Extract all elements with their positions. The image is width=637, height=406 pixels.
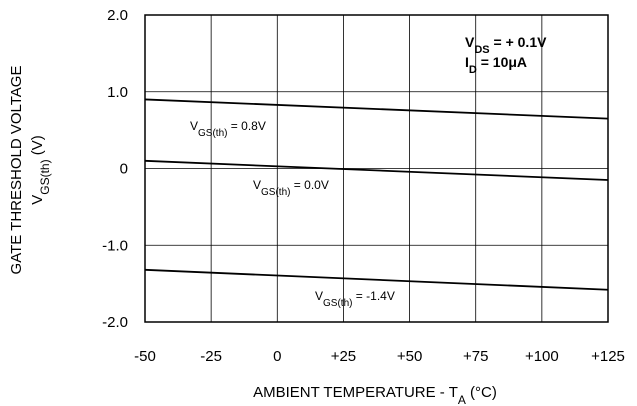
- y-axis-title-line2: VGS(th) (V): [29, 135, 52, 205]
- x-tick-label: +100: [525, 348, 559, 365]
- x-tick-label: +50: [397, 348, 422, 365]
- x-tick-label: -50: [134, 348, 156, 365]
- x-tick-label: +75: [463, 348, 488, 365]
- series-label-0.8v: VGS(th) = 0.8V: [190, 119, 266, 139]
- y-tick-labels: 2.0 1.0 0 -1.0 -2.0: [102, 7, 128, 331]
- series-lines: [144, 98, 609, 291]
- x-tick-label: 0: [273, 348, 281, 365]
- y-tick-label: 1.0: [107, 84, 128, 101]
- y-axis-title-line1: GATE THRESHOLD VOLTAGE: [8, 66, 25, 275]
- x-tick-label: +125: [591, 348, 625, 365]
- condition-vds: VDS = + 0.1V: [465, 34, 547, 56]
- y-tick-label: -1.0: [102, 237, 128, 254]
- condition-id: ID = 10μA: [465, 54, 527, 76]
- series-line-0: [144, 98, 609, 120]
- y-tick-label: 0: [120, 161, 128, 178]
- series-line-2: [144, 268, 609, 291]
- x-tick-label: +25: [331, 348, 356, 365]
- x-tick-label: -25: [200, 348, 222, 365]
- y-tick-label: 2.0: [107, 7, 128, 24]
- series-label-0.0v: VGS(th) = 0.0V: [253, 178, 329, 198]
- series-line-1: [144, 159, 609, 181]
- x-tick-labels: -50 -25 0 +25 +50 +75 +100 +125: [134, 348, 625, 365]
- grid-lines: [145, 15, 608, 322]
- y-tick-label: -2.0: [102, 314, 128, 331]
- x-axis-title: AMBIENT TEMPERATURE - TA (°C): [253, 384, 497, 406]
- series-label-neg1.4v: VGS(th) = -1.4V: [315, 289, 395, 309]
- plot-frame: [144, 14, 609, 323]
